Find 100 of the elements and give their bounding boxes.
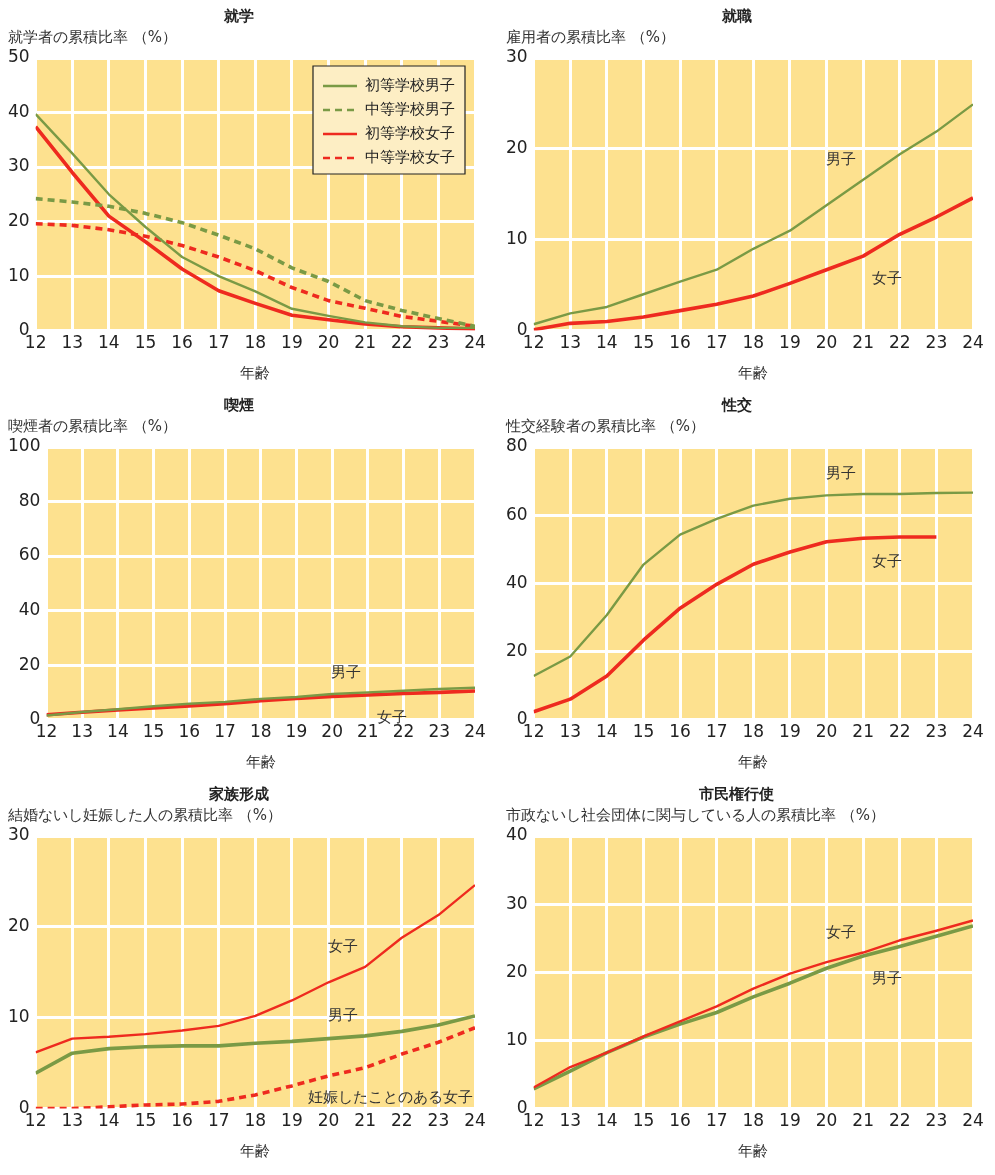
x-tick-label: 14	[596, 332, 618, 353]
x-tick-label: 24	[464, 721, 486, 742]
y-tick-label: 20	[505, 960, 528, 981]
y-tick-label: 10	[505, 228, 528, 249]
x-tick-label: 18	[244, 332, 267, 353]
y-tick-label: 30	[7, 824, 30, 845]
y-tick-label: 20	[7, 209, 30, 230]
x-tick-label: 20	[815, 332, 838, 353]
x-tick-label: 20	[815, 1110, 838, 1131]
y-tick-label: 20	[18, 653, 41, 674]
x-tick-label: 18	[742, 332, 765, 353]
x-tick-label: 19	[281, 332, 303, 353]
x-tick-label: 13	[61, 332, 84, 353]
x-tick-label: 15	[142, 721, 165, 742]
x-tick-label: 18	[249, 721, 272, 742]
x-tick-label: 18	[244, 1110, 267, 1131]
x-tick-label: 20	[321, 721, 343, 742]
x-tick-label: 24	[464, 1110, 486, 1131]
x-tick-label: 17	[207, 332, 230, 353]
x-tick-label: 13	[559, 721, 582, 742]
y-axis-title: 喫煙者の累積比率 （%）	[8, 417, 178, 436]
x-tick-label: 15	[134, 332, 157, 353]
x-tick-label: 19	[281, 1110, 303, 1131]
x-tick-label: 13	[559, 1110, 582, 1131]
x-tick-label: 24	[464, 332, 486, 353]
x-tick-label: 23	[925, 721, 948, 742]
x-tick-label: 23	[427, 332, 450, 353]
x-tick-label: 17	[705, 1110, 728, 1131]
x-tick-label: 14	[107, 721, 129, 742]
y-axis-title: 性交経験者の累積比率 （%）	[505, 417, 706, 436]
series-label: 女子	[826, 922, 857, 941]
series-label: 女子	[328, 937, 359, 956]
x-tick-label: 13	[71, 721, 93, 742]
chart-title: 性交	[720, 395, 752, 414]
x-tick-label: 20	[317, 332, 340, 353]
series-label: 男子	[330, 662, 361, 681]
y-tick-label: 40	[505, 824, 528, 845]
x-tick-label: 17	[214, 721, 236, 742]
x-tick-label: 24	[962, 721, 984, 742]
x-tick-label: 19	[779, 721, 801, 742]
x-tick-label: 21	[354, 1110, 376, 1131]
series-label: 妊娠したことのある女子	[308, 1087, 473, 1106]
x-axis-title: 年齢	[240, 363, 271, 382]
x-tick-label: 20	[815, 721, 838, 742]
x-tick-label: 24	[962, 332, 984, 353]
y-tick-label: 40	[7, 100, 30, 121]
x-tick-label: 18	[742, 1110, 765, 1131]
x-tick-label: 14	[98, 332, 120, 353]
y-tick-label: 80	[505, 435, 528, 456]
x-tick-label: 20	[317, 1110, 340, 1131]
series-label: 男子	[826, 150, 857, 169]
x-tick-label: 22	[390, 1110, 413, 1131]
x-tick-label: 22	[888, 721, 911, 742]
x-tick-label: 13	[559, 332, 582, 353]
x-tick-label: 16	[669, 1110, 691, 1131]
x-tick-label: 16	[669, 721, 691, 742]
legend-label: 初等学校女子	[365, 123, 455, 142]
x-tick-label: 19	[285, 721, 308, 742]
x-tick-label: 16	[171, 1110, 193, 1131]
y-tick-label: 20	[505, 639, 528, 660]
x-tick-label: 24	[962, 1110, 984, 1131]
y-axis-title: 就学者の累積比率 （%）	[8, 28, 178, 47]
x-axis-title: 年齢	[738, 363, 769, 382]
x-tick-label: 21	[852, 332, 874, 353]
legend-label: 初等学校男子	[365, 75, 455, 94]
series-label: 男子	[872, 969, 903, 988]
x-tick-label: 17	[705, 721, 728, 742]
y-tick-label: 20	[7, 915, 30, 936]
y-tick-label: 20	[505, 137, 528, 158]
y-tick-label: 80	[18, 489, 41, 510]
y-tick-label: 40	[505, 571, 528, 592]
x-tick-label: 18	[742, 721, 765, 742]
series-label: 男子	[826, 464, 857, 483]
x-tick-label: 21	[354, 332, 376, 353]
x-axis-title: 年齢	[245, 752, 276, 771]
x-tick-label: 14	[98, 1110, 120, 1131]
x-tick-label: 14	[596, 721, 618, 742]
x-tick-label: 23	[427, 1110, 450, 1131]
x-tick-label: 17	[705, 332, 728, 353]
x-tick-label: 15	[632, 332, 655, 353]
x-tick-label: 23	[428, 721, 451, 742]
y-tick-label: 40	[18, 598, 41, 619]
legend-label: 中等学校男子	[365, 99, 455, 118]
x-tick-label: 21	[357, 721, 379, 742]
x-tick-label: 19	[779, 1110, 801, 1131]
x-tick-label: 16	[669, 332, 691, 353]
x-tick-label: 16	[178, 721, 201, 742]
x-tick-label: 21	[852, 721, 874, 742]
x-tick-label: 21	[852, 1110, 874, 1131]
x-tick-label: 22	[888, 1110, 911, 1131]
x-tick-label: 14	[596, 1110, 618, 1131]
chart-title: 市民権行使	[698, 784, 774, 803]
chart-title: 就学	[222, 6, 254, 25]
x-tick-label: 23	[925, 1110, 948, 1131]
chart-title: 家族形成	[207, 784, 269, 803]
x-axis-title: 年齢	[738, 1141, 769, 1160]
series-label: 男子	[328, 1006, 359, 1025]
x-tick-label: 22	[888, 332, 911, 353]
y-axis-title: 市政ないし社会団体に関与している人の累積比率 （%）	[506, 806, 886, 825]
y-tick-label: 100	[7, 435, 41, 456]
